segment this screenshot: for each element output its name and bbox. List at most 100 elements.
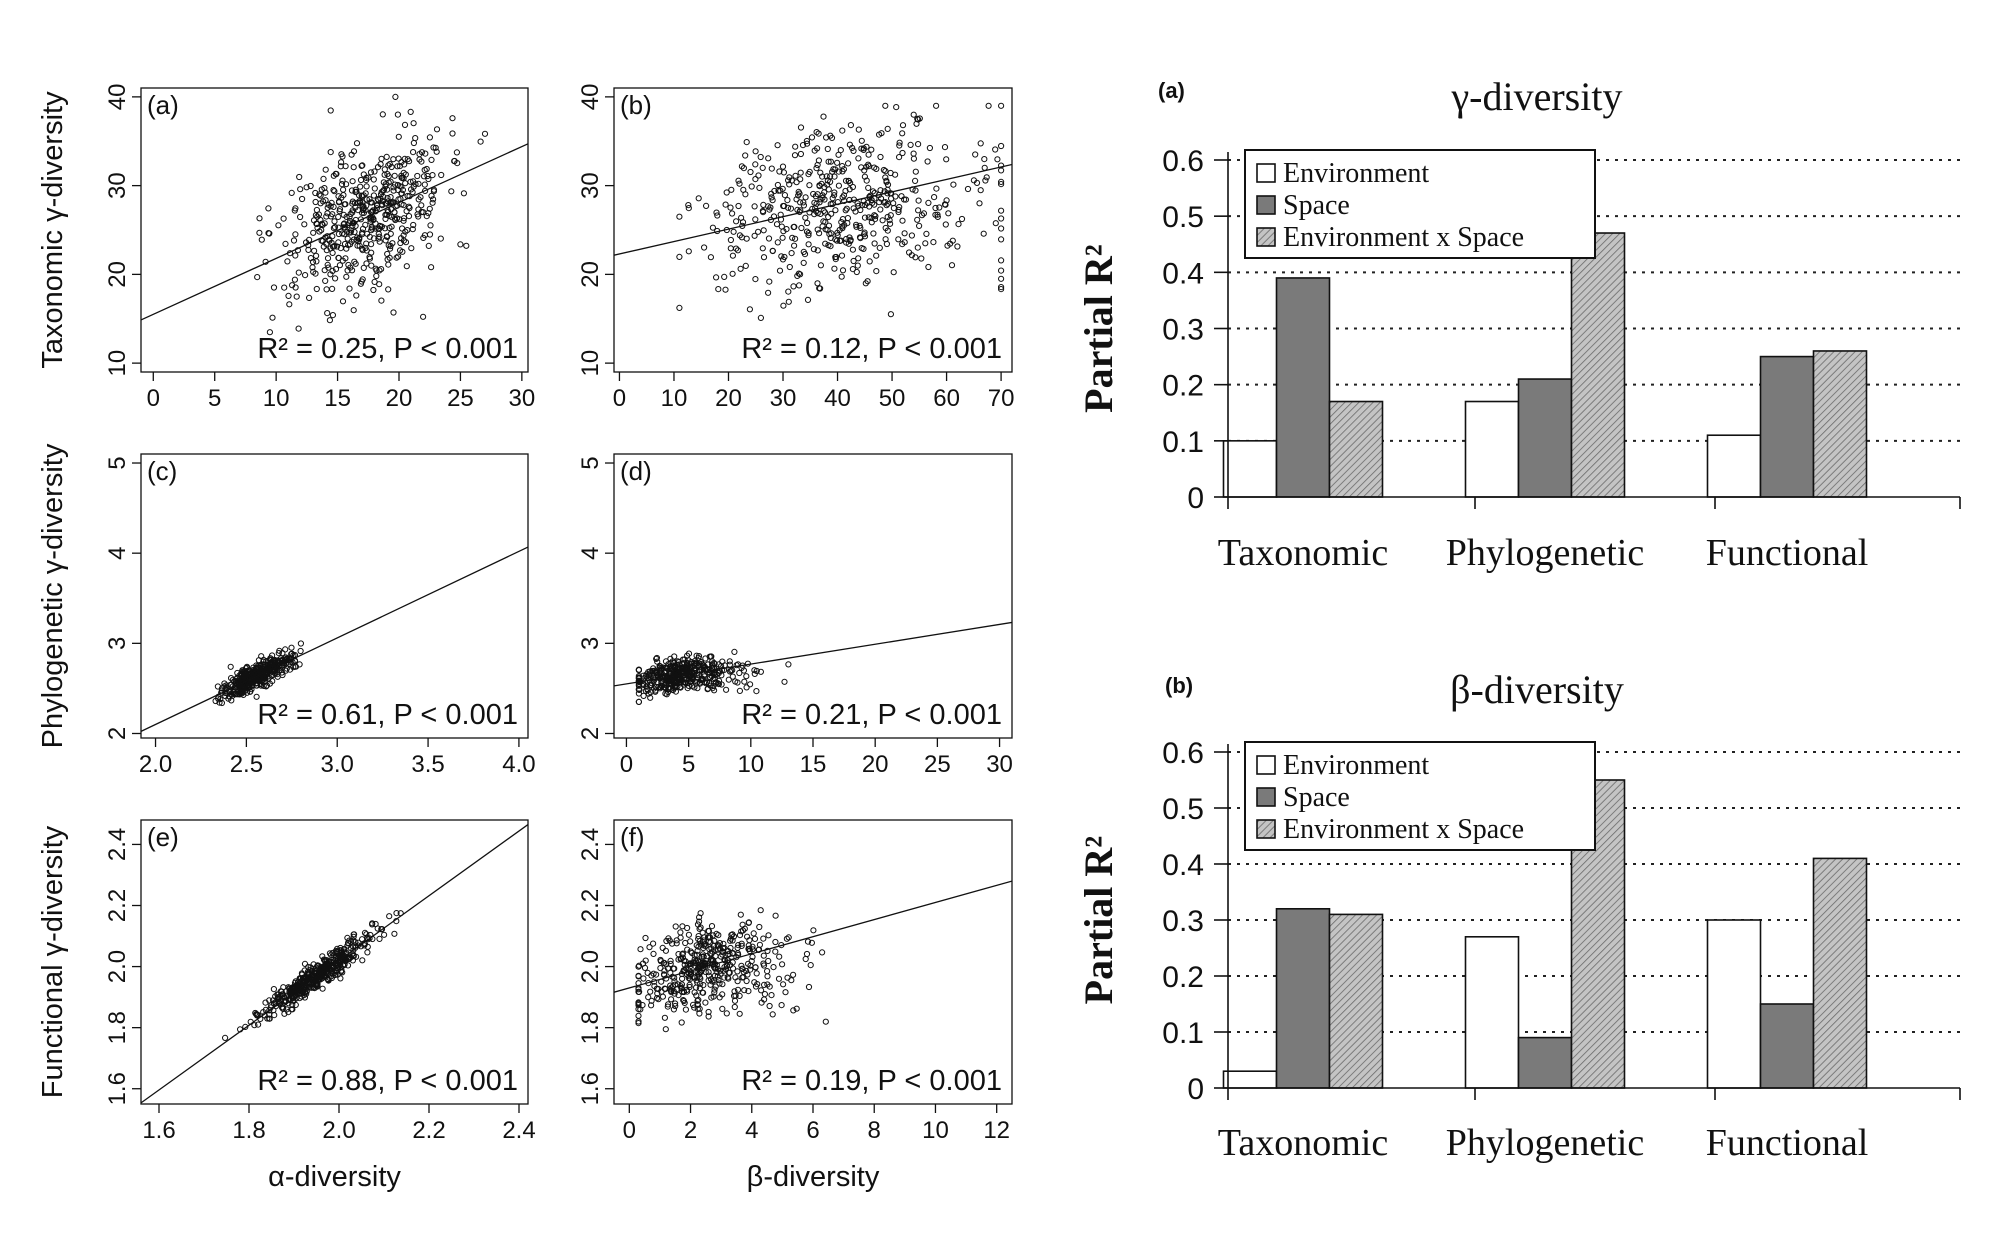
- data-point: [838, 273, 845, 280]
- y-tick-label: 3: [577, 637, 604, 650]
- data-point: [672, 688, 680, 695]
- data-point: [716, 980, 723, 987]
- y-tick-label: 3: [104, 637, 131, 650]
- data-point: [731, 1003, 738, 1011]
- data-point: [759, 207, 767, 215]
- x-tick-label: 4.0: [502, 751, 535, 778]
- data-point: [335, 254, 342, 261]
- data-point: [855, 255, 862, 262]
- data-point: [857, 206, 864, 214]
- data-point: [839, 127, 846, 134]
- data-point: [785, 177, 792, 184]
- data-point: [279, 650, 286, 657]
- data-point: [827, 243, 834, 250]
- data-point: [863, 177, 870, 184]
- data-point: [289, 1006, 296, 1013]
- data-point: [367, 169, 375, 176]
- data-point: [320, 175, 327, 182]
- data-point: [289, 282, 296, 289]
- data-point: [756, 941, 764, 948]
- data-point: [362, 190, 369, 197]
- data-point: [370, 192, 377, 199]
- data-point: [390, 156, 397, 163]
- y-tick-label: 40: [104, 84, 131, 111]
- data-point: [743, 684, 750, 691]
- data-point: [333, 948, 340, 955]
- data-point: [705, 969, 712, 976]
- data-point: [729, 270, 736, 277]
- data-point: [803, 950, 811, 958]
- data-point: [412, 135, 419, 142]
- data-point: [646, 944, 653, 951]
- data-point: [710, 942, 718, 949]
- data-point: [797, 199, 804, 206]
- data-point: [814, 226, 821, 233]
- data-point: [769, 247, 776, 255]
- data-point: [292, 252, 299, 259]
- data-point: [644, 969, 651, 977]
- bar: [1328, 913, 1384, 1089]
- data-point: [741, 987, 748, 994]
- scatter-panel: 2.0 2.5 3.0 3.5 4.0 2 3 4 5 (c) R² = 0.61, P < 0.0…: [37, 443, 536, 778]
- data-point: [789, 234, 796, 241]
- data-point: [697, 937, 704, 945]
- data-point: [322, 189, 329, 196]
- data-point: [998, 286, 1005, 293]
- data-point: [742, 262, 749, 269]
- data-point: [727, 204, 734, 211]
- data-point: [366, 255, 373, 262]
- data-point: [757, 153, 764, 161]
- data-point: [635, 988, 642, 996]
- data-point: [329, 285, 336, 292]
- data-point: [790, 1007, 797, 1014]
- data-point: [362, 221, 369, 228]
- data-point: [708, 923, 716, 930]
- data-point: [297, 186, 304, 193]
- data-point: [680, 997, 688, 1005]
- data-point: [428, 264, 435, 271]
- data-point: [699, 959, 706, 967]
- data-point: [933, 185, 940, 192]
- bar: [1759, 355, 1815, 498]
- data-point: [804, 140, 811, 147]
- data-point: [429, 199, 436, 206]
- bar: [1812, 350, 1868, 498]
- data-point: [295, 325, 302, 332]
- bar: [1222, 440, 1278, 498]
- data-point: [948, 262, 956, 269]
- data-point: [752, 216, 759, 223]
- data-point: [398, 174, 405, 181]
- data-point: [776, 267, 784, 274]
- data-point: [756, 923, 763, 931]
- data-point: [659, 993, 667, 1000]
- data-point: [423, 213, 430, 220]
- bar: [1706, 919, 1762, 1089]
- data-point: [782, 989, 789, 996]
- data-point: [910, 155, 918, 162]
- data-point: [757, 314, 765, 321]
- data-point: [290, 997, 297, 1005]
- data-point: [317, 192, 324, 199]
- data-point: [257, 664, 265, 672]
- data-point: [368, 224, 375, 231]
- y-axis-title: Phylogenetic γ-diversity: [37, 443, 69, 748]
- y-tick-label: 0.6: [1162, 145, 1204, 178]
- data-point: [374, 164, 382, 171]
- data-point: [769, 197, 776, 204]
- plot-frame: [140, 453, 529, 739]
- data-point: [702, 655, 709, 662]
- data-point: [998, 162, 1005, 169]
- data-point: [666, 937, 673, 944]
- data-point: [381, 166, 388, 173]
- data-point: [760, 960, 767, 967]
- data-point: [657, 958, 665, 965]
- data-point: [862, 201, 869, 209]
- data-point: [374, 925, 381, 932]
- data-point: [922, 240, 929, 247]
- data-point: [359, 199, 366, 206]
- data-point: [821, 196, 828, 203]
- data-point: [322, 166, 329, 173]
- data-point: [423, 165, 430, 173]
- data-point: [918, 255, 925, 262]
- data-point: [364, 949, 371, 956]
